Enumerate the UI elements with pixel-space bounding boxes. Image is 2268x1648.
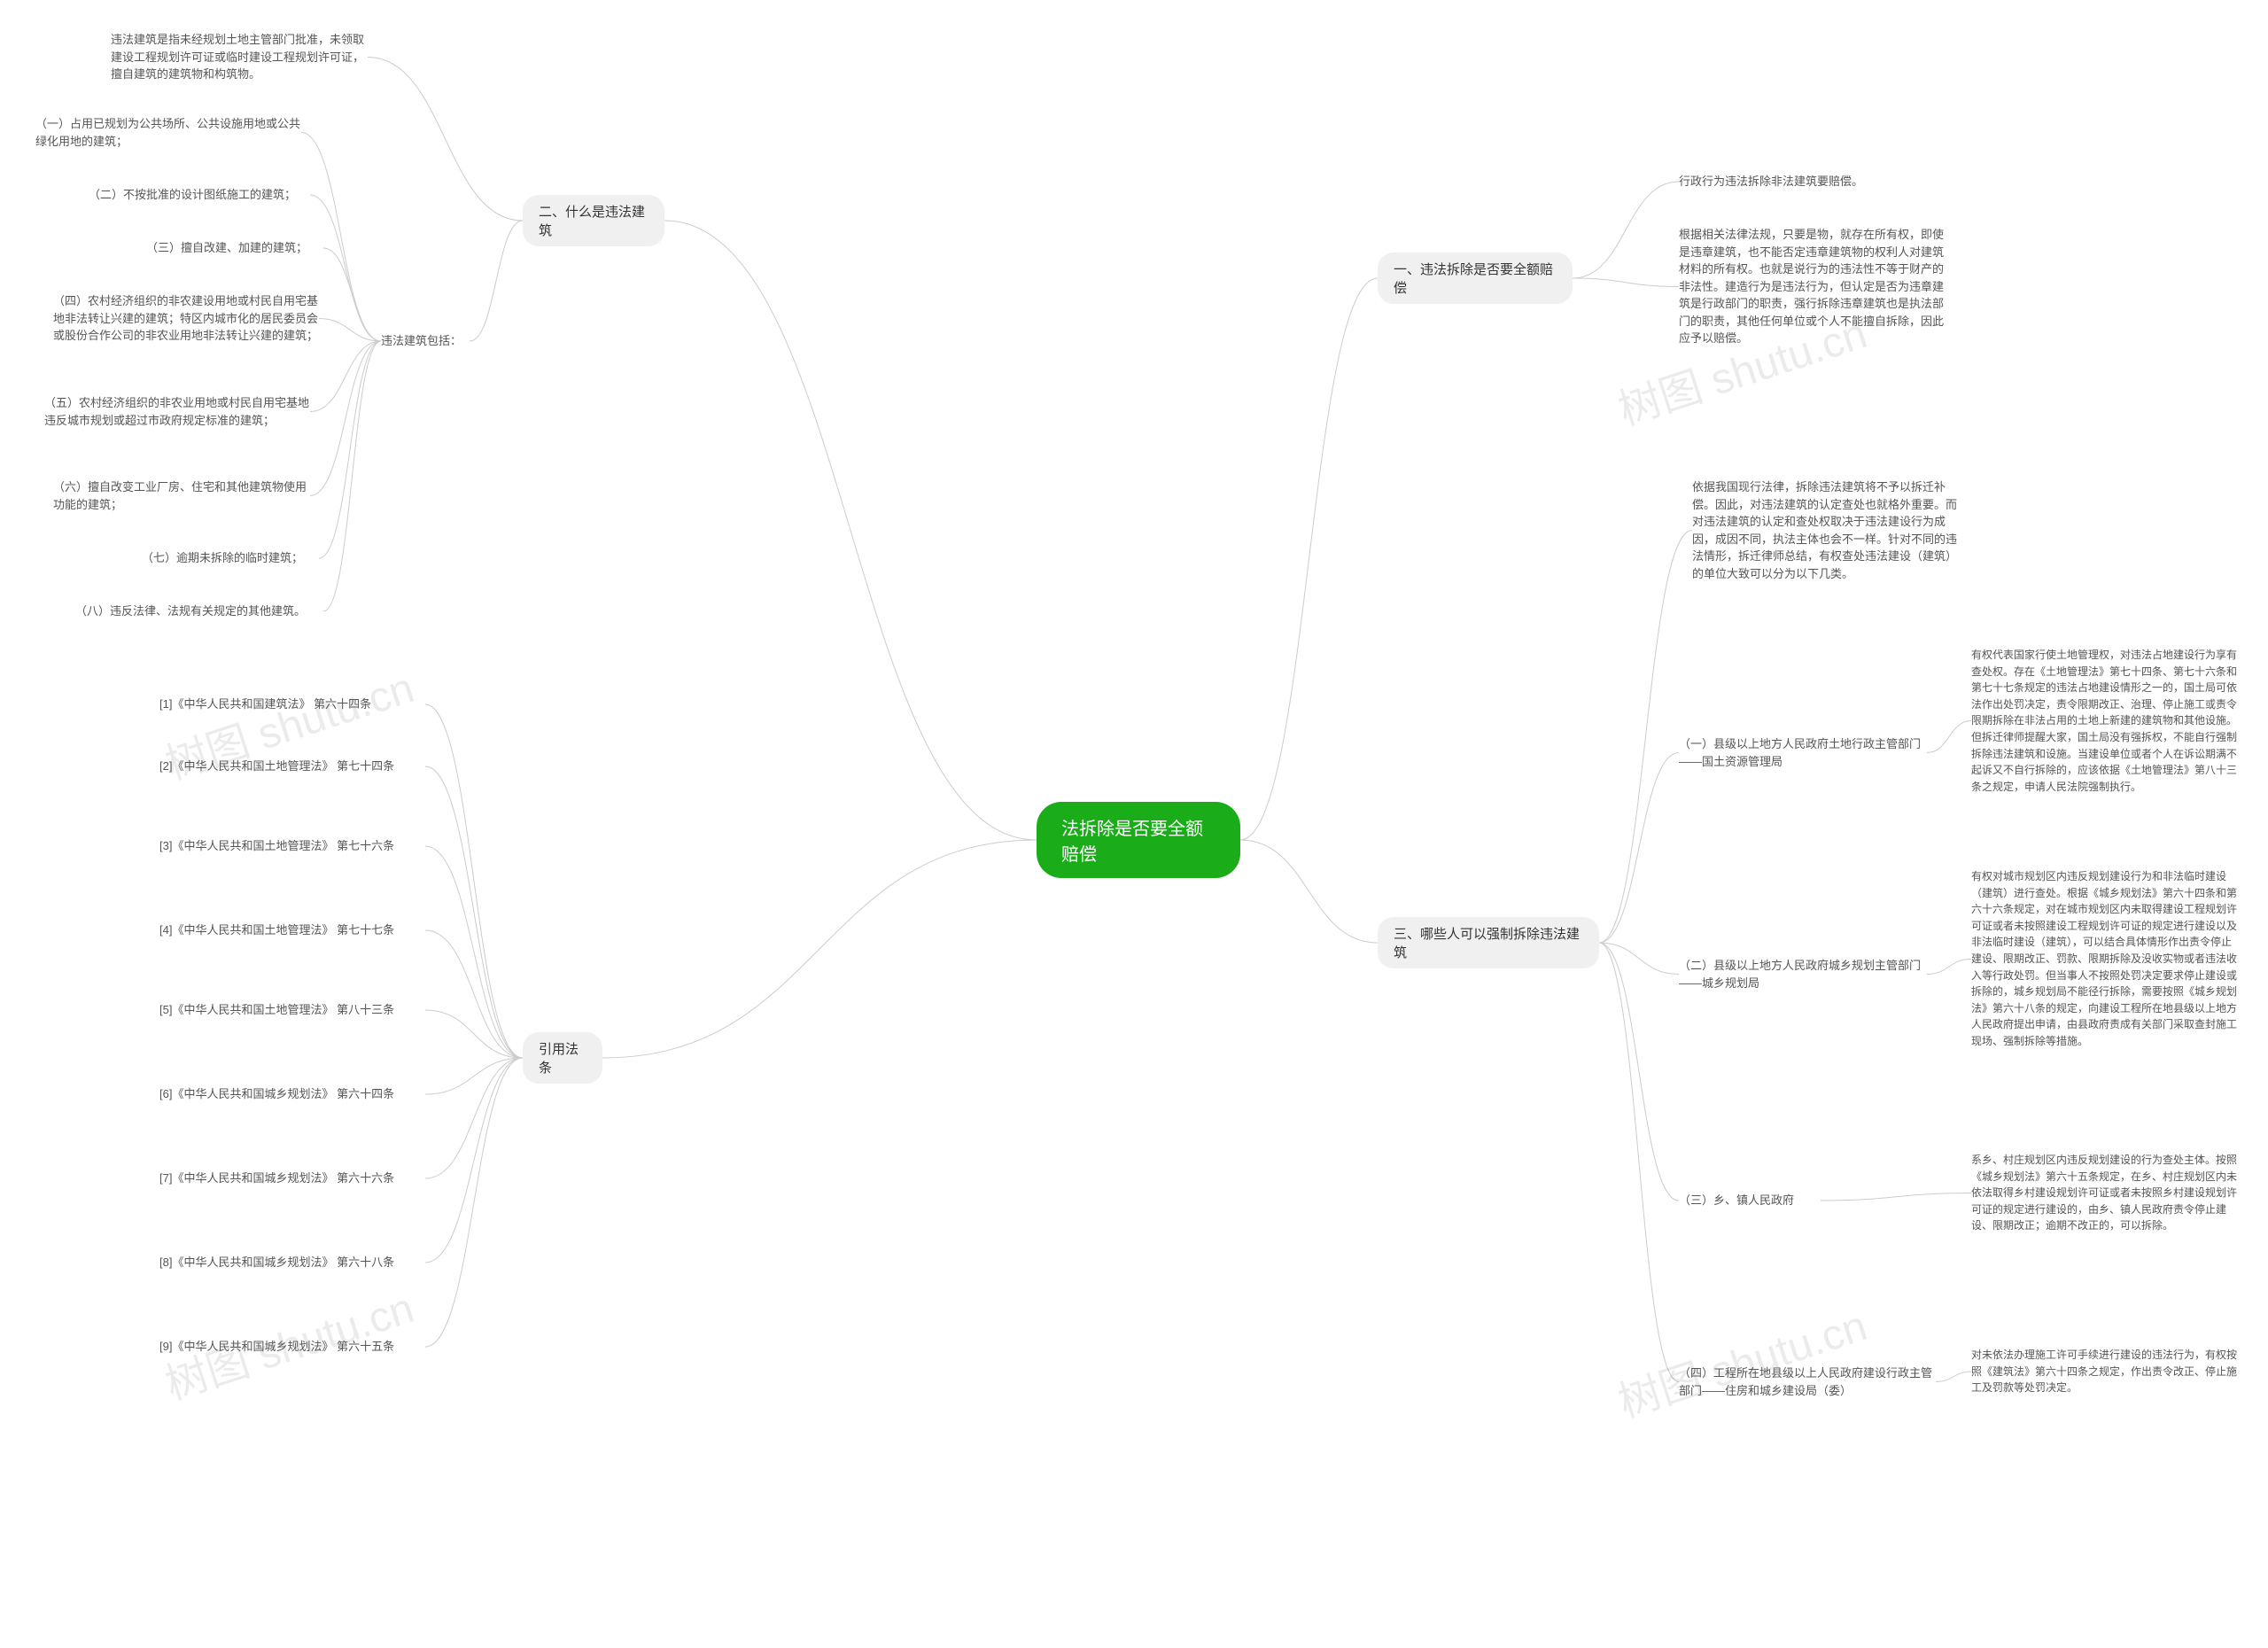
branch-4-ref-3[interactable]: [3]《中华人民共和国土地管理法》 第七十六条 — [159, 837, 425, 855]
branch-3-sub-3-detail[interactable]: 系乡、村庄规划区内违反规划建设的行为查处主体。按照《城乡规划法》第六十五条规定，… — [1971, 1152, 2237, 1234]
branch-3-sub-4[interactable]: （四）工程所在地县级以上人民政府建设行政主管部门——住房和城乡建设局（委） — [1679, 1364, 1936, 1399]
branch-4-ref-5[interactable]: [5]《中华人民共和国土地管理法》 第八十三条 — [159, 1001, 425, 1019]
branch-2-sub-3[interactable]: （三）擅自改建、加建的建筑； — [146, 239, 323, 257]
branch-2-sub-4[interactable]: （四）农村经济组织的非农建设用地或村民自用宅基地非法转让兴建的建筑；特区内城市化… — [53, 292, 319, 345]
branch-3-sub-2-detail[interactable]: 有权对城市规划区内违反规划建设行为和非法临时建设（建筑）进行查处。根据《城乡规划… — [1971, 868, 2237, 1050]
branch-3[interactable]: 三、哪些人可以强制拆除违法建筑 — [1378, 917, 1599, 968]
branch-3-sub-4-detail[interactable]: 对未依法办理施工许可手续进行建设的违法行为，有权按照《建筑法》第六十四条之规定，… — [1971, 1347, 2237, 1396]
branch-2-sub-6[interactable]: （六）擅自改变工业厂房、住宅和其他建筑物使用功能的建筑； — [53, 478, 310, 513]
branch-4-ref-1[interactable]: [1]《中华人民共和国建筑法》 第六十四条 — [159, 696, 425, 713]
branch-2-sub-5[interactable]: （五）农村经济组织的非农业用地或村民自用宅基地违反城市规划或超过市政府规定标准的… — [44, 394, 310, 429]
branch-2-intro[interactable]: 违法建筑是指未经规划土地主管部门批准，未领取建设工程规划许可证或临时建设工程规划… — [111, 31, 368, 83]
branch-3-sub-1-detail[interactable]: 有权代表国家行使土地管理权，对违法占地建设行为享有查处权。存在《土地管理法》第七… — [1971, 647, 2237, 795]
branch-1-sub-1[interactable]: 行政行为违法拆除非法建筑要赔偿。 — [1679, 173, 1936, 190]
branch-1[interactable]: 一、违法拆除是否要全额赔偿 — [1378, 253, 1573, 304]
branch-2-sub-1[interactable]: （一）占用已规划为公共场所、公共设施用地或公共绿化用地的建筑； — [35, 115, 301, 150]
branch-2-group-label[interactable]: 违法建筑包括： — [381, 332, 470, 350]
branch-4-ref-2[interactable]: [2]《中华人民共和国土地管理法》 第七十四条 — [159, 758, 425, 775]
branch-2-sub-8[interactable]: （八）违反法律、法规有关规定的其他建筑。 — [75, 602, 323, 620]
branch-2-sub-7[interactable]: （七）逾期未拆除的临时建筑； — [142, 549, 319, 567]
branch-4[interactable]: 引用法条 — [523, 1032, 602, 1084]
branch-3-sub-3[interactable]: （三）乡、镇人民政府 — [1679, 1192, 1821, 1209]
branch-4-ref-7[interactable]: [7]《中华人民共和国城乡规划法》 第六十六条 — [159, 1170, 425, 1187]
branch-3-sub-2[interactable]: （二）县级以上地方人民政府城乡规划主管部门——城乡规划局 — [1679, 957, 1927, 991]
branch-4-ref-6[interactable]: [6]《中华人民共和国城乡规划法》 第六十四条 — [159, 1085, 425, 1103]
watermark: 树图 shutu.cn — [1609, 1291, 1873, 1429]
branch-4-ref-8[interactable]: [8]《中华人民共和国城乡规划法》 第六十八条 — [159, 1254, 425, 1271]
branch-3-sub-1[interactable]: （一）县级以上地方人民政府土地行政主管部门——国土资源管理局 — [1679, 735, 1927, 770]
branch-4-ref-4[interactable]: [4]《中华人民共和国土地管理法》 第七十七条 — [159, 921, 425, 939]
branch-1-sub-2[interactable]: 根据相关法律法规，只要是物，就存在所有权，即使是违章建筑，也不能否定违章建筑物的… — [1679, 226, 1945, 347]
branch-4-ref-9[interactable]: [9]《中华人民共和国城乡规划法》 第六十五条 — [159, 1338, 425, 1356]
branch-2-sub-2[interactable]: （二）不按批准的设计图纸施工的建筑； — [89, 186, 310, 204]
mindmap-root[interactable]: 法拆除是否要全额赔偿 — [1037, 802, 1240, 878]
branch-2[interactable]: 二、什么是违法建筑 — [523, 195, 664, 246]
branch-3-intro[interactable]: 依据我国现行法律，拆除违法建筑将不予以拆迁补偿。因此，对违法建筑的认定查处也就格… — [1692, 478, 1958, 582]
